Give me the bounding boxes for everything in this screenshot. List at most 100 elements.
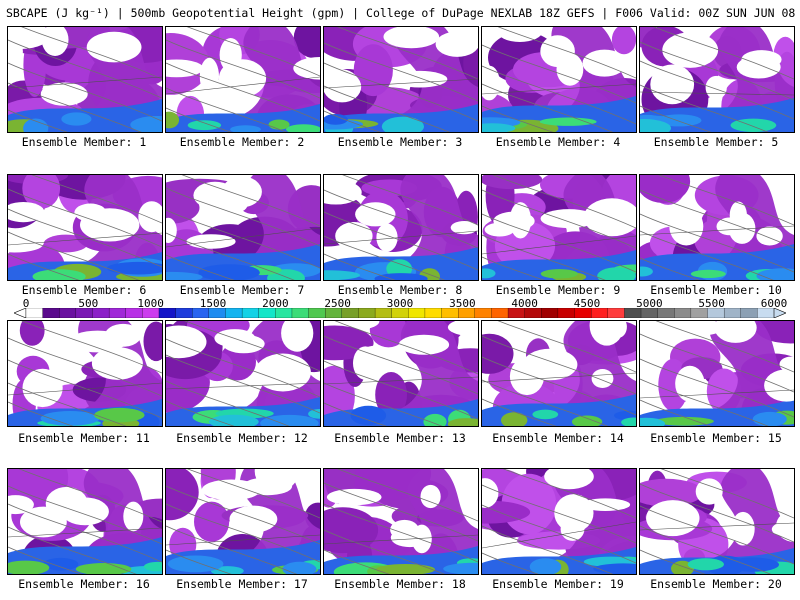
colorbar-bin — [108, 308, 127, 318]
high-cape-area — [374, 273, 428, 280]
height-contour — [8, 485, 162, 545]
height-contour — [502, 469, 636, 519]
height-contour — [653, 27, 794, 80]
ensemble-map-panel-20 — [639, 468, 795, 575]
no-cape-area — [662, 32, 719, 68]
colorbar-bin — [59, 308, 77, 318]
cape-area — [369, 321, 408, 348]
cape-area — [293, 27, 320, 59]
no-cape-area — [218, 59, 267, 98]
no-cape-area — [411, 524, 432, 554]
height-contour — [482, 484, 636, 544]
high-cape-area — [166, 111, 180, 129]
height-contour — [334, 321, 478, 375]
colorbar-tick-label: 2500 — [324, 297, 351, 310]
height-contour — [8, 382, 127, 426]
height-contour — [482, 504, 636, 564]
height-contour — [166, 254, 235, 280]
cape-area — [22, 175, 61, 209]
high-cape-area — [23, 118, 49, 132]
height-contour — [8, 39, 162, 99]
no-cape-area — [669, 206, 704, 246]
height-contour — [337, 469, 478, 522]
ensemble-map-panel-5 — [639, 26, 795, 133]
ensemble-map-panel-2 — [165, 26, 321, 133]
height-contour — [482, 189, 636, 249]
no-cape-area — [166, 59, 204, 78]
cape-area — [166, 469, 199, 521]
height-contour — [324, 85, 451, 132]
no-cape-area — [355, 202, 396, 227]
height-contour — [166, 525, 298, 574]
border-line — [640, 389, 794, 399]
no-cape-area — [695, 478, 723, 505]
high-cape-area — [130, 116, 162, 132]
height-contour — [482, 213, 636, 273]
high-cape-area — [654, 416, 714, 426]
no-cape-area — [729, 201, 747, 229]
height-contour — [186, 27, 320, 77]
border-line — [166, 534, 320, 546]
no-cape-area — [582, 49, 627, 77]
no-cape-area — [8, 202, 45, 223]
height-contour — [640, 505, 794, 565]
no-cape-area — [482, 478, 499, 508]
no-cape-area — [398, 334, 450, 355]
no-cape-area — [447, 321, 478, 337]
ensemble-map-panel-18 — [323, 468, 479, 575]
ensemble-member-label: Ensemble Member: 13 — [334, 431, 466, 445]
height-contour — [21, 321, 162, 374]
height-contour — [640, 41, 794, 101]
no-cape-area — [138, 201, 162, 233]
ensemble-member-label: Ensemble Member: 20 — [650, 577, 782, 591]
ensemble-map-panel-19 — [481, 468, 637, 575]
height-contour — [166, 338, 320, 398]
height-contour — [166, 380, 290, 426]
high-cape-area — [423, 413, 447, 426]
height-contour — [482, 335, 636, 395]
no-cape-area — [540, 35, 575, 68]
colorbar-tick-label: 0 — [22, 297, 30, 310]
height-contour — [166, 62, 320, 122]
no-cape-area — [344, 321, 380, 329]
height-contour — [482, 525, 614, 574]
high-cape-area — [443, 562, 478, 574]
no-cape-area — [281, 321, 314, 352]
border-line — [8, 76, 162, 89]
colorbar-bin — [241, 308, 260, 318]
border-line — [8, 232, 162, 246]
height-contour — [640, 230, 774, 280]
high-cape-area — [687, 558, 724, 571]
ensemble-map-panel-11 — [7, 320, 163, 427]
no-cape-area — [91, 347, 143, 380]
height-contour — [337, 27, 478, 80]
colorbar-tick-label: 1000 — [137, 297, 164, 310]
border-line — [482, 521, 636, 549]
height-contour — [482, 356, 636, 416]
ensemble-map-panel-13 — [323, 320, 479, 427]
colorbar-bin — [474, 308, 492, 318]
height-contour — [166, 400, 235, 426]
ensemble-member-label: Ensemble Member: 12 — [176, 431, 308, 445]
height-contour — [8, 231, 140, 280]
height-contour — [482, 379, 609, 426]
height-contour — [324, 382, 443, 426]
ensemble-map-panel-8 — [323, 174, 479, 281]
no-cape-area — [20, 506, 67, 538]
border-line — [324, 534, 478, 545]
height-contour — [482, 552, 539, 574]
height-contour — [640, 399, 712, 426]
high-cape-area — [381, 116, 424, 132]
colorbar-bin — [308, 308, 326, 318]
height-contour — [166, 39, 320, 99]
height-contour — [324, 482, 478, 542]
high-cape-area — [571, 415, 603, 426]
high-cape-area — [690, 269, 726, 278]
height-contour — [8, 253, 80, 280]
high-cape-area — [539, 117, 597, 126]
colorbar-bin — [491, 308, 509, 318]
high-cape-area — [286, 124, 320, 132]
high-cape-area — [209, 414, 259, 426]
colorbar-tick-label: 6000 — [760, 297, 788, 310]
cape-plume — [502, 321, 636, 426]
